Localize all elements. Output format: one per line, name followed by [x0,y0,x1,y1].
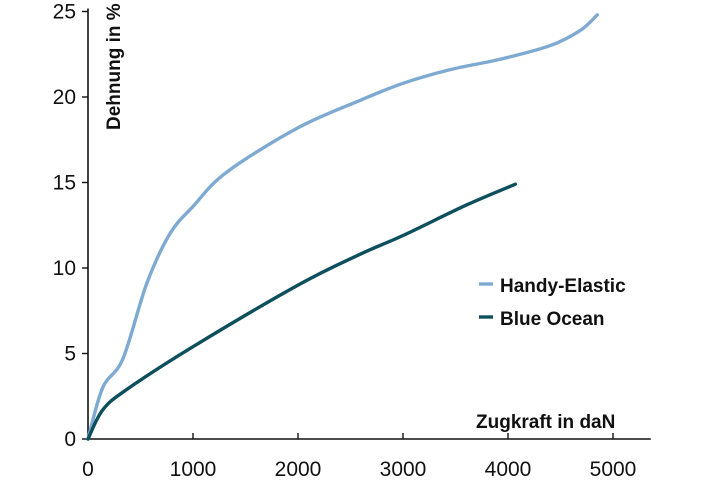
legend: Handy-Elastic Blue Ocean [479,276,626,330]
x-tick-label: 1000 [170,458,217,481]
series-line-handy-elastic [86,13,599,441]
axes: 0 5 10 15 20 25 0 1000 2000 3000 4000 5000 [53,1,651,481]
y-tick-label: 10 [53,257,76,280]
legend-label-handy-elastic: Handy-Elastic [500,276,626,297]
x-tick-label: 5000 [590,458,637,481]
y-tick-label: 5 [64,343,76,366]
y-tick-label: 20 [53,86,76,109]
y-tick-label: 0 [64,428,76,451]
x-tick-label: 3000 [380,458,427,481]
y-tick-label: 15 [53,172,76,195]
x-axis-label: Zugkraft in daN [476,412,615,433]
series-group [86,13,599,441]
x-tick-label: 2000 [275,458,322,481]
legend-label-blue-ocean: Blue Ocean [500,309,605,330]
x-tick-label: 0 [82,458,94,481]
y-axis-label: Dehnung in % [104,3,125,130]
y-tick-label: 25 [53,1,76,24]
series-line-blue-ocean [86,182,518,441]
x-tick-label: 4000 [485,458,532,481]
